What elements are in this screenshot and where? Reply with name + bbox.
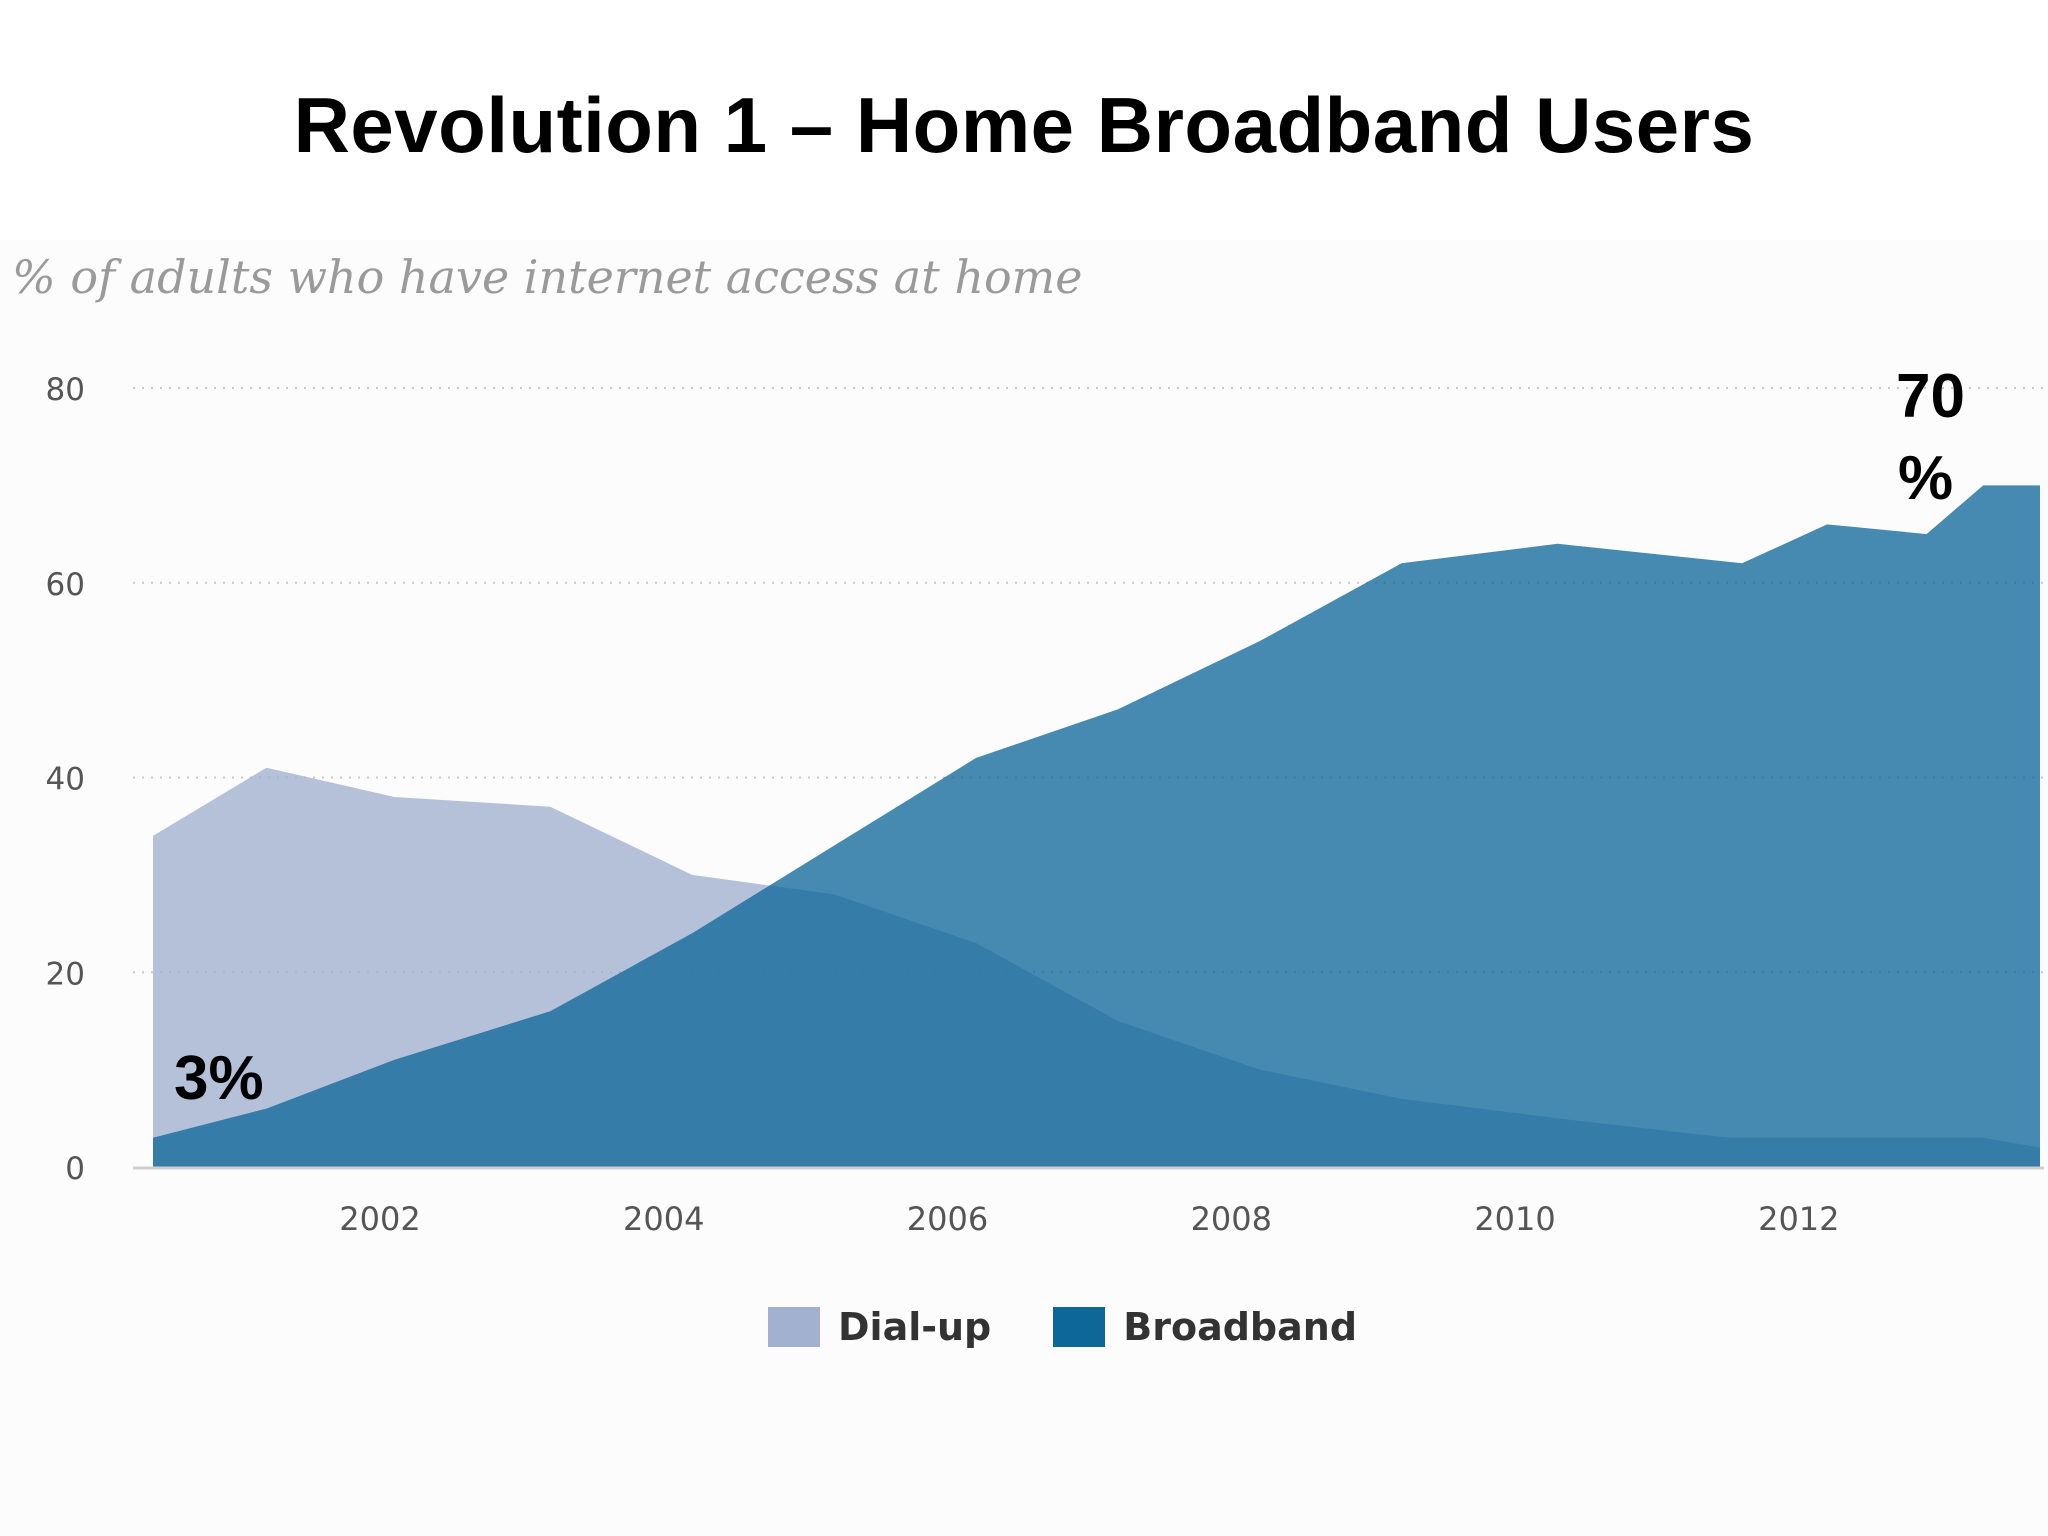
x-tick-label-2006: 2006: [907, 1200, 988, 1238]
annotation-end-percent: %: [1898, 444, 1954, 513]
x-tick-label-2012: 2012: [1758, 1200, 1839, 1238]
legend-label-dialup: Dial-up: [838, 1305, 992, 1349]
x-tick-label-2008: 2008: [1191, 1200, 1272, 1238]
legend-item-broadband: Broadband: [1053, 1305, 1357, 1349]
annotation-end-value: 70: [1896, 362, 1965, 431]
x-tick-label-2010: 2010: [1474, 1200, 1555, 1238]
chart-subtitle: % of adults who have internet access at …: [12, 250, 1083, 304]
x-tick-label-2004: 2004: [623, 1200, 704, 1238]
y-tick-label-0: 0: [65, 1151, 85, 1187]
legend-swatch-dialup: [768, 1307, 820, 1347]
y-tick-label-20: 20: [46, 956, 85, 992]
area-broadband: [153, 485, 2040, 1167]
annotation-start-value: 3%: [174, 1044, 264, 1113]
series-areas: [153, 485, 2040, 1167]
axes: 0 20 40 60 80 2002 2004 2006 2008 2010 2012: [46, 372, 2044, 1238]
legend-label-broadband: Broadband: [1123, 1305, 1358, 1349]
slide-title: Revolution 1 – Home Broadband Users: [293, 81, 1755, 169]
legend: Dial-up Broadband: [768, 1305, 1357, 1349]
legend-swatch-broadband: [1053, 1307, 1106, 1347]
x-tick-label-2002: 2002: [339, 1200, 420, 1238]
y-tick-label-40: 40: [46, 762, 85, 798]
y-tick-label-60: 60: [46, 567, 85, 603]
y-tick-label-80: 80: [46, 372, 85, 408]
legend-item-dialup: Dial-up: [768, 1305, 991, 1349]
